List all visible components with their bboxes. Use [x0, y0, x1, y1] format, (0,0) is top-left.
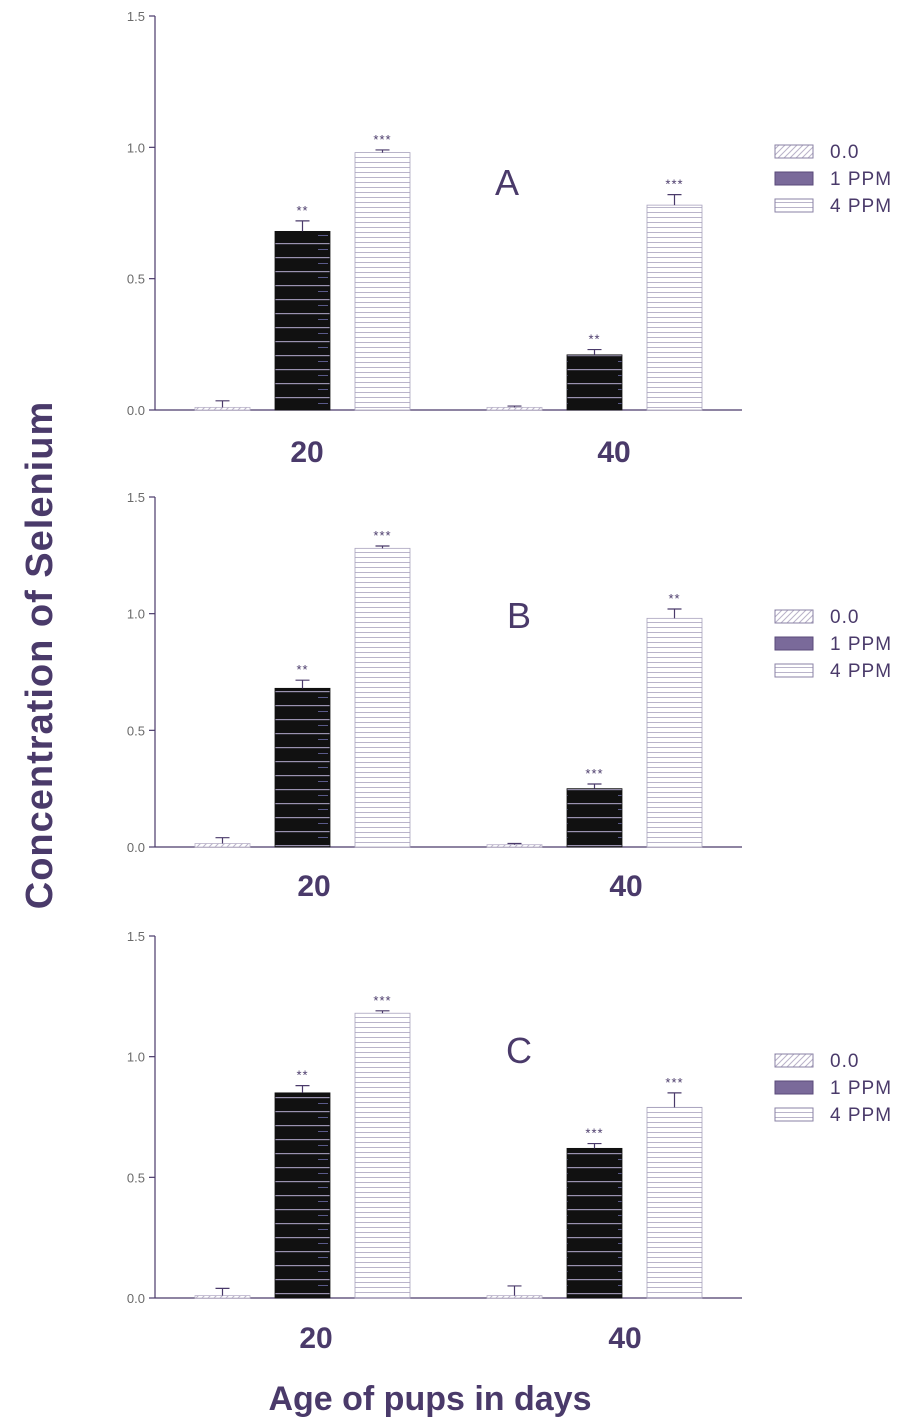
legend-label: 0.0 — [830, 607, 859, 628]
error-bar — [587, 348, 602, 355]
error-bar — [375, 1010, 390, 1014]
significance-label: ** — [668, 591, 680, 606]
significance-label: ** — [296, 1068, 308, 1083]
significance-label: *** — [585, 1126, 603, 1141]
y-tick-label: 0.0 — [127, 403, 145, 418]
legend: 0.0 1 PPM 4 PPM — [774, 607, 892, 682]
error-bar — [375, 545, 390, 549]
error-bar — [667, 1092, 682, 1108]
error-bar — [507, 405, 522, 408]
bar-1-ppm-40 — [566, 788, 623, 848]
significance-label: ** — [296, 203, 308, 218]
bar-1-ppm-40 — [566, 1147, 623, 1299]
x-tick-label: 40 — [597, 436, 630, 469]
y-tick-label: 1.0 — [127, 140, 145, 155]
y-axis-label: Concentration of Selenium — [19, 401, 61, 909]
x-tick-label: 40 — [609, 870, 642, 903]
legend-label: 4 PPM — [830, 661, 892, 682]
legend-label: 4 PPM — [830, 196, 892, 217]
error-bar — [295, 1085, 310, 1093]
bar-0-0-20 — [194, 843, 251, 848]
significance-label: *** — [373, 993, 391, 1008]
bar-0-0-20 — [194, 406, 251, 411]
y-tick-label: 1.0 — [127, 1050, 145, 1065]
error-bar — [215, 837, 230, 844]
legend-swatch — [774, 171, 814, 186]
panel-label: C — [506, 1030, 532, 1071]
y-tick-label: 0.5 — [127, 723, 145, 738]
significance-label: *** — [585, 766, 603, 781]
y-tick-label: 0.0 — [127, 840, 145, 855]
error-bar — [667, 608, 682, 619]
significance-label: *** — [665, 1075, 683, 1090]
bar-4-ppm-40 — [646, 617, 703, 848]
error-bar — [587, 783, 602, 789]
y-tick-label: 1.5 — [127, 490, 145, 505]
bar-0-0-40 — [486, 406, 543, 411]
bar-0-0-40 — [486, 1295, 543, 1299]
legend-swatch — [774, 663, 814, 678]
legend-label: 1 PPM — [830, 1078, 892, 1099]
legend-swatch — [774, 198, 814, 213]
bar-1-ppm-40 — [566, 354, 623, 411]
legend-swatch — [774, 609, 814, 624]
y-tick-label: 0.5 — [127, 1170, 145, 1185]
error-bar — [375, 149, 390, 153]
x-tick-label: 20 — [290, 436, 323, 469]
legend-swatch — [774, 144, 814, 159]
error-bar — [295, 220, 310, 232]
significance-label: *** — [665, 177, 683, 192]
x-tick-label: 20 — [299, 1322, 332, 1355]
significance-label: ** — [588, 332, 600, 347]
x-tick-label: 20 — [297, 870, 330, 903]
legend-swatch — [774, 636, 814, 651]
bar-4-ppm-40 — [646, 1106, 703, 1299]
x-tick-label: 40 — [608, 1322, 641, 1355]
panel-label: A — [495, 162, 519, 203]
y-tick-label: 0.0 — [127, 1291, 145, 1306]
significance-label: ** — [296, 662, 308, 677]
error-bar — [215, 400, 230, 408]
y-tick-label: 1.5 — [127, 9, 145, 24]
bar-4-ppm-20 — [354, 547, 411, 848]
error-bar — [587, 1142, 602, 1149]
legend-label: 4 PPM — [830, 1105, 892, 1126]
error-bar — [295, 679, 310, 689]
y-tick-label: 0.5 — [127, 272, 145, 287]
error-bar — [667, 194, 682, 206]
bar-4-ppm-20 — [354, 1012, 411, 1299]
legend: 0.0 1 PPM 4 PPM — [774, 142, 892, 217]
x-axis-label: Age of pups in days — [268, 1380, 591, 1418]
legend: 0.0 1 PPM 4 PPM — [774, 1051, 892, 1126]
legend-label: 0.0 — [830, 1051, 859, 1072]
bar-1-ppm-20 — [274, 230, 331, 411]
significance-label: *** — [373, 528, 391, 543]
panel-label: B — [507, 595, 531, 636]
error-bar — [507, 1285, 522, 1296]
bar-1-ppm-20 — [274, 1092, 331, 1299]
significance-label: *** — [373, 132, 391, 147]
legend-label: 0.0 — [830, 142, 859, 163]
legend-swatch — [774, 1107, 814, 1122]
error-bar — [507, 842, 522, 845]
legend-swatch — [774, 1053, 814, 1068]
y-tick-label: 1.0 — [127, 607, 145, 622]
bar-0-0-40 — [486, 844, 543, 848]
legend-label: 1 PPM — [830, 634, 892, 655]
error-bar — [215, 1287, 230, 1296]
bar-4-ppm-40 — [646, 204, 703, 411]
bar-0-0-20 — [194, 1295, 251, 1299]
bar-4-ppm-20 — [354, 152, 411, 411]
bar-1-ppm-20 — [274, 687, 331, 848]
legend-swatch — [774, 1080, 814, 1095]
legend-label: 1 PPM — [830, 169, 892, 190]
y-tick-label: 1.5 — [127, 929, 145, 944]
